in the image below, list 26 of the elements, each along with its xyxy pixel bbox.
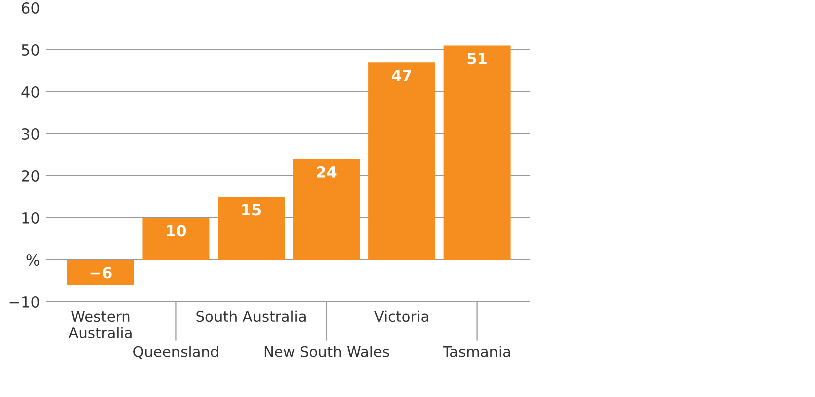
- data-label: −6: [90, 267, 112, 279]
- bar: [293, 159, 360, 260]
- data-label: 24: [317, 166, 337, 178]
- x-tick-label: Tasmania: [443, 346, 510, 358]
- y-tick-label: 30: [22, 128, 40, 140]
- data-label: 15: [242, 204, 262, 216]
- y-tick-label: 20: [22, 170, 40, 182]
- bar: [218, 197, 285, 260]
- bar: [67, 260, 134, 286]
- bar: [368, 62, 436, 260]
- x-tick-label: New South Wales: [264, 346, 390, 358]
- y-tick-label: 40: [22, 86, 40, 98]
- y-tick-label: −10: [10, 296, 40, 308]
- y-tick-label: 50: [22, 44, 40, 56]
- x-tick-label: Victoria: [374, 310, 428, 322]
- bar: [142, 218, 210, 260]
- x-tick-label: Queensland: [134, 346, 218, 360]
- x-tick-label: Western Australia: [68, 311, 132, 338]
- data-label: 51: [468, 53, 487, 65]
- y-tick-label: %: [26, 254, 40, 266]
- data-label: 10: [167, 225, 186, 237]
- y-tick-label: 60: [22, 2, 40, 14]
- data-label: 47: [392, 70, 412, 82]
- y-tick-label: 10: [22, 212, 40, 224]
- bar: [444, 46, 511, 260]
- x-tick-label: South Australia: [196, 310, 306, 322]
